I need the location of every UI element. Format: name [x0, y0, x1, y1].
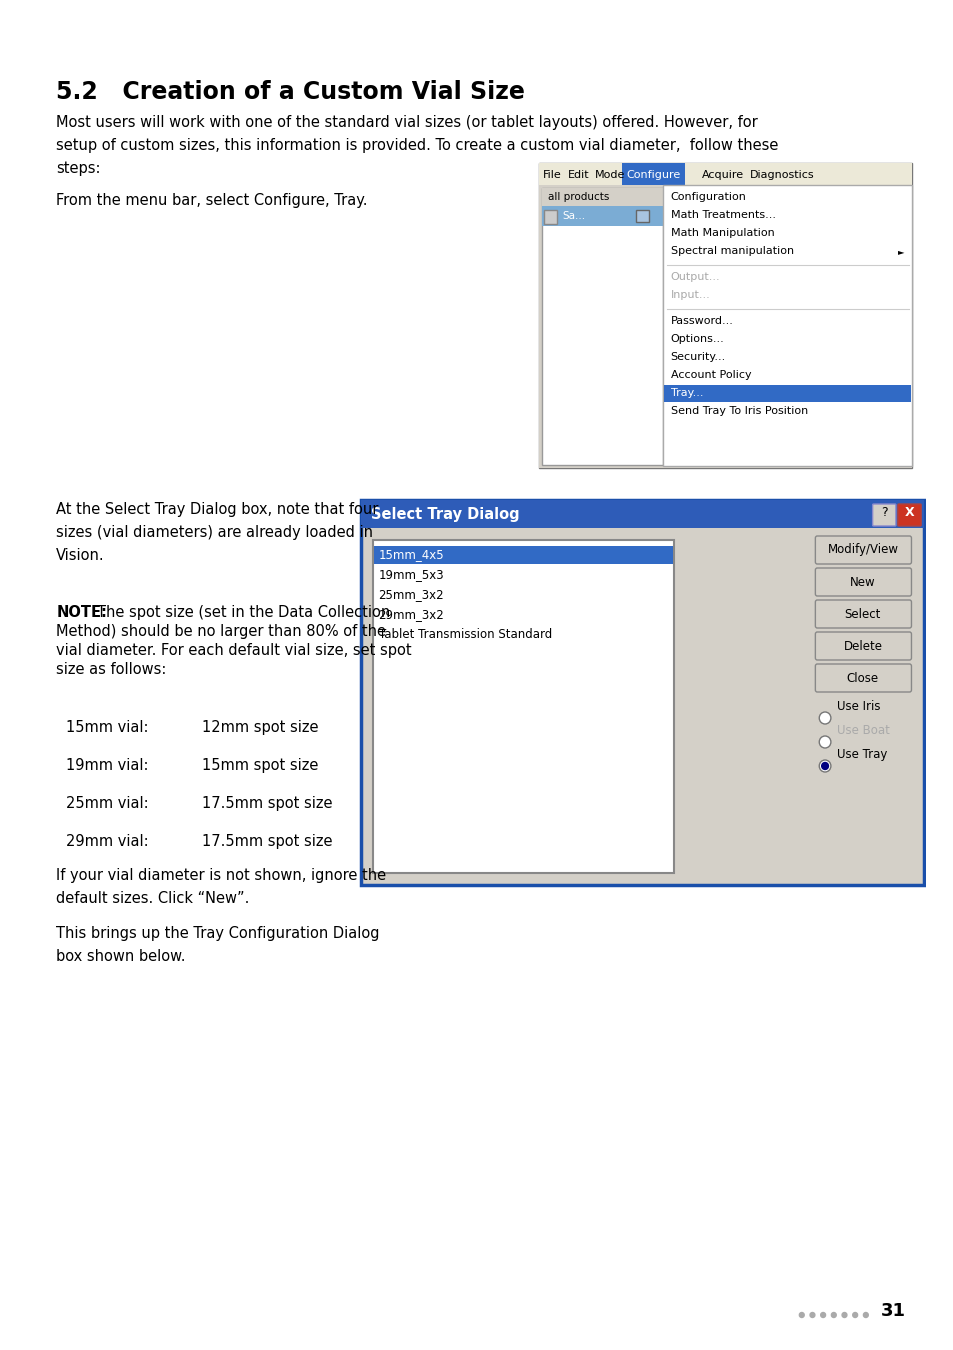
Text: all products: all products: [548, 192, 609, 202]
Circle shape: [819, 760, 830, 772]
Text: File: File: [542, 170, 560, 180]
Circle shape: [819, 736, 830, 748]
Text: 31: 31: [880, 1301, 904, 1320]
FancyBboxPatch shape: [538, 163, 911, 468]
Text: Close: Close: [846, 671, 878, 684]
Circle shape: [862, 1312, 867, 1318]
FancyBboxPatch shape: [621, 163, 684, 185]
Text: Delete: Delete: [842, 640, 882, 652]
Text: Input...: Input...: [670, 290, 710, 301]
Text: Options...: Options...: [670, 335, 723, 344]
Circle shape: [841, 1312, 846, 1318]
FancyBboxPatch shape: [541, 188, 662, 207]
Text: Security...: Security...: [670, 352, 725, 363]
Text: Most users will work with one of the standard vial sizes (or tablet layouts) off: Most users will work with one of the sta…: [56, 115, 778, 176]
Text: Math Manipulation: Math Manipulation: [670, 228, 774, 239]
FancyBboxPatch shape: [872, 504, 895, 526]
FancyBboxPatch shape: [361, 500, 923, 886]
Text: size as follows:: size as follows:: [56, 662, 167, 676]
FancyBboxPatch shape: [815, 536, 910, 564]
Circle shape: [821, 763, 827, 769]
Text: Edit: Edit: [567, 170, 589, 180]
Text: 19mm vial:: 19mm vial:: [66, 757, 149, 774]
Circle shape: [830, 1312, 836, 1318]
Text: At the Select Tray Dialog box, note that four
sizes (vial diameters) are already: At the Select Tray Dialog box, note that…: [56, 502, 378, 563]
Text: Tray...: Tray...: [670, 389, 702, 398]
Text: 17.5mm spot size: 17.5mm spot size: [202, 834, 332, 849]
Text: 25mm vial:: 25mm vial:: [66, 796, 149, 811]
Text: The spot size (set in the Data Collection: The spot size (set in the Data Collectio…: [97, 605, 390, 620]
Text: Use Boat: Use Boat: [836, 724, 888, 737]
Text: Account Policy: Account Policy: [670, 370, 751, 381]
Text: 19mm_5x3: 19mm_5x3: [378, 568, 444, 582]
Text: New: New: [849, 575, 875, 589]
Text: Select: Select: [843, 608, 881, 621]
FancyBboxPatch shape: [815, 632, 910, 660]
Text: Sa...: Sa...: [561, 211, 584, 221]
Text: Acquire: Acquire: [701, 170, 743, 180]
Text: Math Treatments...: Math Treatments...: [670, 211, 775, 220]
Text: Spectral manipulation: Spectral manipulation: [670, 247, 793, 256]
Text: 15mm_4x5: 15mm_4x5: [378, 548, 444, 562]
Text: Configuration: Configuration: [670, 193, 746, 202]
FancyBboxPatch shape: [541, 188, 662, 464]
FancyBboxPatch shape: [374, 545, 672, 564]
FancyBboxPatch shape: [543, 211, 557, 224]
Circle shape: [819, 711, 830, 724]
Text: ►: ►: [897, 247, 903, 256]
Text: 12mm spot size: 12mm spot size: [202, 720, 318, 734]
FancyBboxPatch shape: [361, 500, 923, 528]
Text: Send Tray To Iris Position: Send Tray To Iris Position: [670, 406, 807, 417]
FancyBboxPatch shape: [662, 185, 911, 466]
FancyBboxPatch shape: [815, 568, 910, 595]
FancyBboxPatch shape: [538, 185, 911, 468]
FancyBboxPatch shape: [897, 504, 921, 526]
Text: From the menu bar, select Configure, Tray.: From the menu bar, select Configure, Tra…: [56, 193, 368, 208]
Text: Configure: Configure: [625, 170, 679, 180]
Text: Tablet Transmission Standard: Tablet Transmission Standard: [378, 629, 551, 641]
FancyBboxPatch shape: [541, 207, 662, 225]
Text: Method) should be no larger than 80% of the: Method) should be no larger than 80% of …: [56, 624, 386, 639]
Text: 15mm spot size: 15mm spot size: [202, 757, 318, 774]
FancyBboxPatch shape: [635, 211, 649, 221]
Text: X: X: [903, 506, 913, 520]
FancyBboxPatch shape: [373, 540, 673, 873]
Text: Password...: Password...: [670, 316, 733, 327]
Text: NOTE:: NOTE:: [56, 605, 107, 620]
Text: Modify/View: Modify/View: [826, 544, 898, 556]
Circle shape: [809, 1312, 814, 1318]
Circle shape: [799, 1312, 803, 1318]
FancyBboxPatch shape: [538, 163, 911, 185]
Text: Diagnostics: Diagnostics: [750, 170, 814, 180]
Text: 29mm vial:: 29mm vial:: [66, 834, 149, 849]
Text: If your vial diameter is not shown, ignore the
default sizes. Click “New”.: If your vial diameter is not shown, igno…: [56, 868, 386, 906]
FancyBboxPatch shape: [815, 599, 910, 628]
Text: 25mm_3x2: 25mm_3x2: [378, 589, 444, 602]
Text: Select Tray Dialog: Select Tray Dialog: [371, 506, 518, 521]
Text: ?: ?: [880, 506, 886, 520]
Circle shape: [852, 1312, 857, 1318]
Text: 29mm_3x2: 29mm_3x2: [378, 609, 444, 621]
Text: 17.5mm spot size: 17.5mm spot size: [202, 796, 332, 811]
FancyBboxPatch shape: [815, 664, 910, 693]
Text: This brings up the Tray Configuration Dialog
box shown below.: This brings up the Tray Configuration Di…: [56, 926, 379, 964]
FancyBboxPatch shape: [663, 385, 910, 402]
Text: Use Iris: Use Iris: [836, 701, 880, 713]
Text: Mode: Mode: [595, 170, 625, 180]
Circle shape: [820, 1312, 824, 1318]
Text: vial diameter. For each default vial size, set spot: vial diameter. For each default vial siz…: [56, 643, 412, 657]
Text: 5.2   Creation of a Custom Vial Size: 5.2 Creation of a Custom Vial Size: [56, 80, 524, 104]
Text: Use Tray: Use Tray: [836, 748, 886, 761]
Text: Output...: Output...: [670, 273, 720, 282]
Text: 15mm vial:: 15mm vial:: [66, 720, 149, 734]
